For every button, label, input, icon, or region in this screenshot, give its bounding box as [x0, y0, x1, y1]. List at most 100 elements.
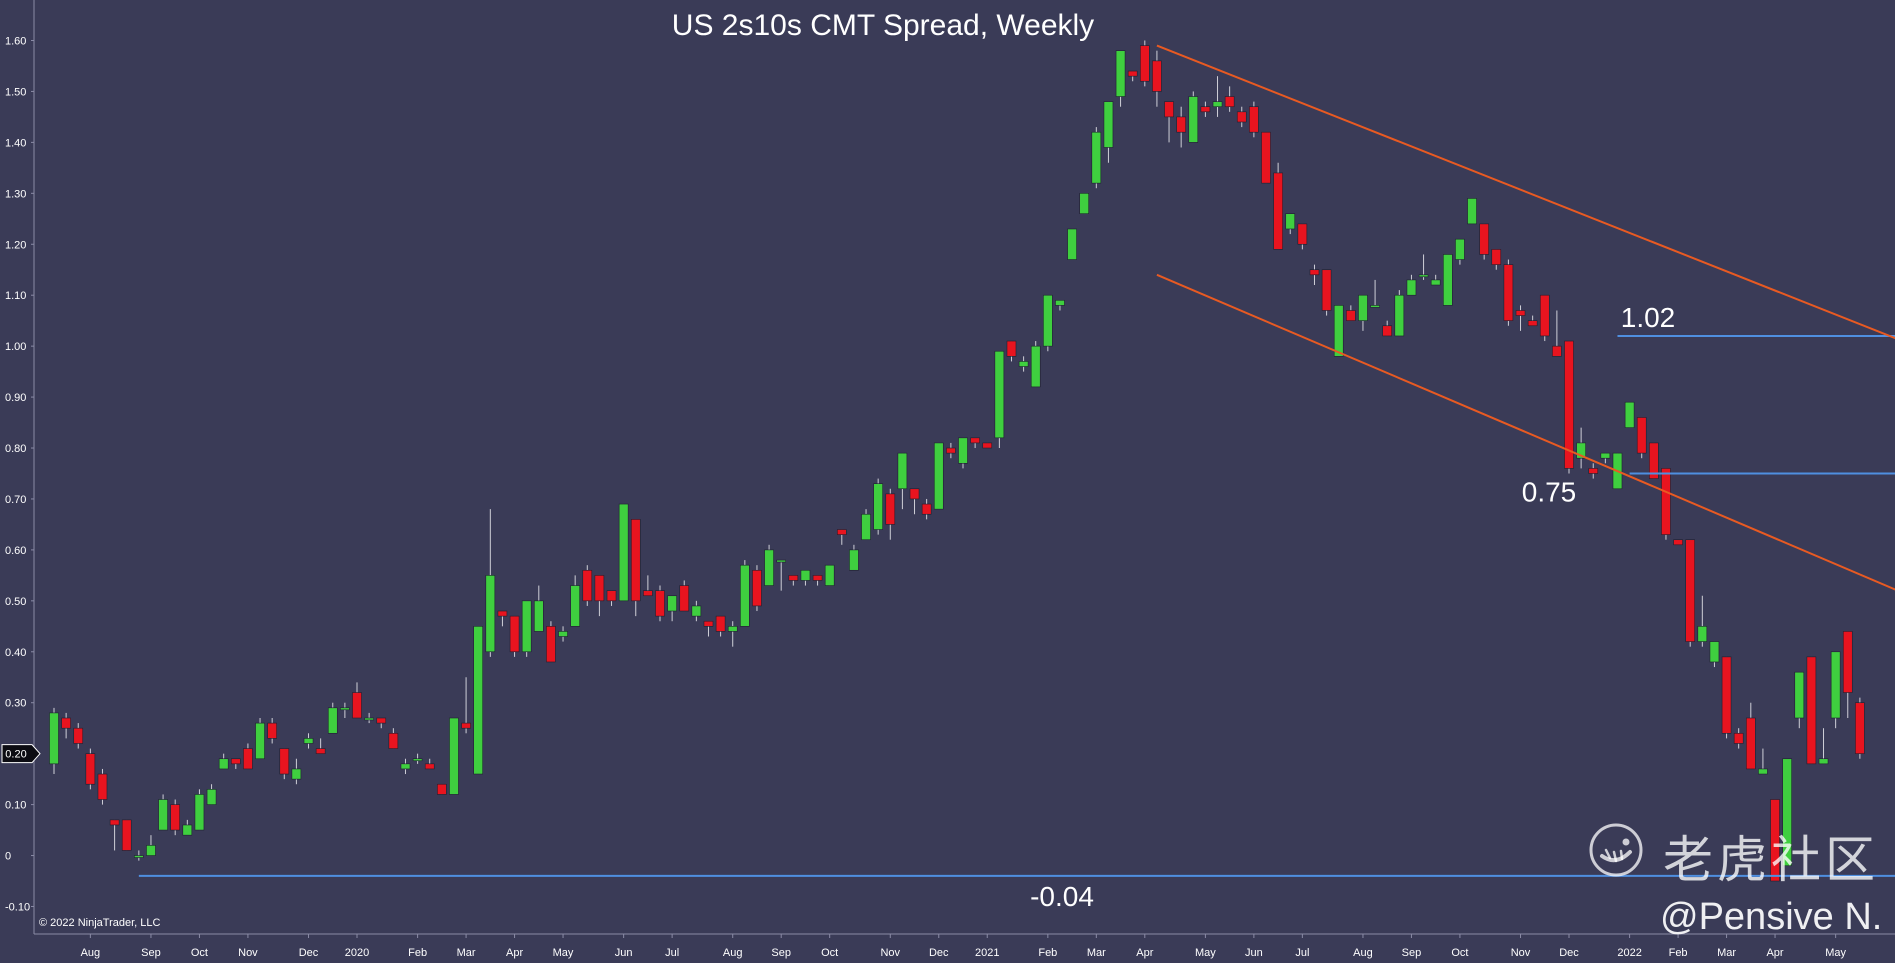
candle-body: [752, 569, 762, 607]
candle-body: [388, 732, 399, 749]
candle-body: [570, 585, 580, 627]
candle-body: [170, 804, 180, 831]
candle-body: [1358, 294, 1368, 321]
watermark-community: 老虎社区: [1663, 831, 1879, 889]
candle-body: [1430, 279, 1441, 286]
candle-body: [679, 585, 690, 612]
support-line-label: 1.02: [1621, 302, 1676, 333]
candle-body: [1382, 325, 1392, 337]
candle-body: [909, 488, 920, 500]
candle-body: [1370, 305, 1380, 308]
x-tick-label: 2021: [975, 947, 999, 959]
candle-body: [1224, 96, 1235, 108]
candle-body: [1770, 799, 1780, 882]
candle-body: [49, 712, 59, 765]
candle-body: [291, 768, 302, 780]
candle-body: [1309, 269, 1320, 276]
candle-body: [134, 855, 144, 858]
candle-body: [946, 447, 956, 454]
candle-body: [788, 575, 799, 581]
candle-body: [437, 783, 447, 795]
x-tick-label: Aug: [81, 947, 101, 959]
candle-body: [994, 350, 1005, 439]
candle-body: [1855, 702, 1865, 754]
candle-body: [1806, 656, 1817, 765]
candle-body: [340, 707, 350, 711]
x-tick-label: Apr: [1136, 947, 1153, 959]
candle-body: [1479, 223, 1489, 255]
x-tick-label: Dec: [929, 947, 949, 959]
candle-body: [740, 564, 750, 627]
candle-body: [218, 758, 229, 770]
candle-body: [424, 763, 435, 770]
candle-body: [958, 437, 968, 464]
x-tick-label: Sep: [1402, 947, 1422, 959]
x-tick-label: May: [1825, 947, 1846, 959]
candle-body: [255, 722, 265, 760]
candle-body: [1600, 452, 1611, 459]
candle-body: [1127, 70, 1138, 77]
x-tick-label: Nov: [1511, 947, 1531, 959]
candle-body: [1200, 106, 1211, 113]
candle-body: [1079, 193, 1089, 214]
candle-body: [1443, 254, 1453, 306]
candle-body: [1006, 340, 1017, 357]
candle-body: [594, 575, 605, 602]
candle-body: [1673, 539, 1683, 546]
candle-body: [497, 610, 508, 617]
candle-body: [1830, 651, 1841, 719]
x-tick-label: Nov: [238, 947, 258, 959]
candle-body: [885, 493, 896, 525]
y-tick-label: 0.80: [5, 443, 26, 455]
candle-body: [509, 615, 520, 653]
candle-body: [1018, 361, 1029, 367]
y-tick-label: 1.60: [5, 36, 26, 48]
candle-body: [1103, 101, 1114, 148]
candle-body: [1212, 101, 1223, 108]
candle-body: [727, 626, 738, 632]
candle-body: [1346, 310, 1356, 321]
trend-line: [1156, 273, 1895, 591]
candle-body: [412, 758, 423, 762]
y-tick-label: -0.10: [5, 901, 30, 913]
current-value-marker: [1, 744, 41, 764]
candle-body: [267, 722, 277, 739]
candle-body: [703, 620, 714, 627]
candle-body: [1564, 340, 1574, 469]
candle-body: [1588, 468, 1599, 474]
x-tick-label: Dec: [299, 947, 319, 959]
x-tick-label: May: [553, 947, 574, 959]
candle-body: [643, 590, 653, 597]
x-tick-label: Oct: [191, 947, 208, 959]
candle-body: [206, 789, 217, 805]
candle-body: [352, 692, 362, 719]
candle-body: [400, 763, 411, 770]
x-tick-label: Mar: [1087, 947, 1106, 959]
candle-body: [824, 564, 835, 586]
candle-body: [1539, 294, 1550, 337]
candle-body: [606, 590, 617, 602]
candle-body: [1067, 228, 1077, 260]
y-tick-label: 1.50: [5, 86, 26, 98]
candle-body: [1176, 116, 1186, 133]
candle-body: [194, 794, 205, 831]
candle-body: [1297, 223, 1308, 245]
candle-body: [970, 437, 980, 444]
trend-line: [1156, 44, 1895, 340]
candle-body: [231, 758, 241, 765]
y-tick-label: 0.90: [5, 392, 26, 404]
x-tick-label: Jun: [1245, 947, 1263, 959]
x-tick-label: 2022: [1617, 947, 1641, 959]
candle-body: [1636, 417, 1647, 454]
candle-body: [97, 773, 108, 800]
candle-body: [279, 748, 290, 775]
candle-body: [691, 605, 702, 617]
candle-body: [1721, 656, 1732, 734]
support-line-label: 0.75: [1522, 476, 1577, 507]
candle-body: [982, 442, 993, 449]
candle-body: [897, 452, 908, 490]
candle-body: [764, 549, 774, 586]
candle-body: [61, 717, 71, 729]
